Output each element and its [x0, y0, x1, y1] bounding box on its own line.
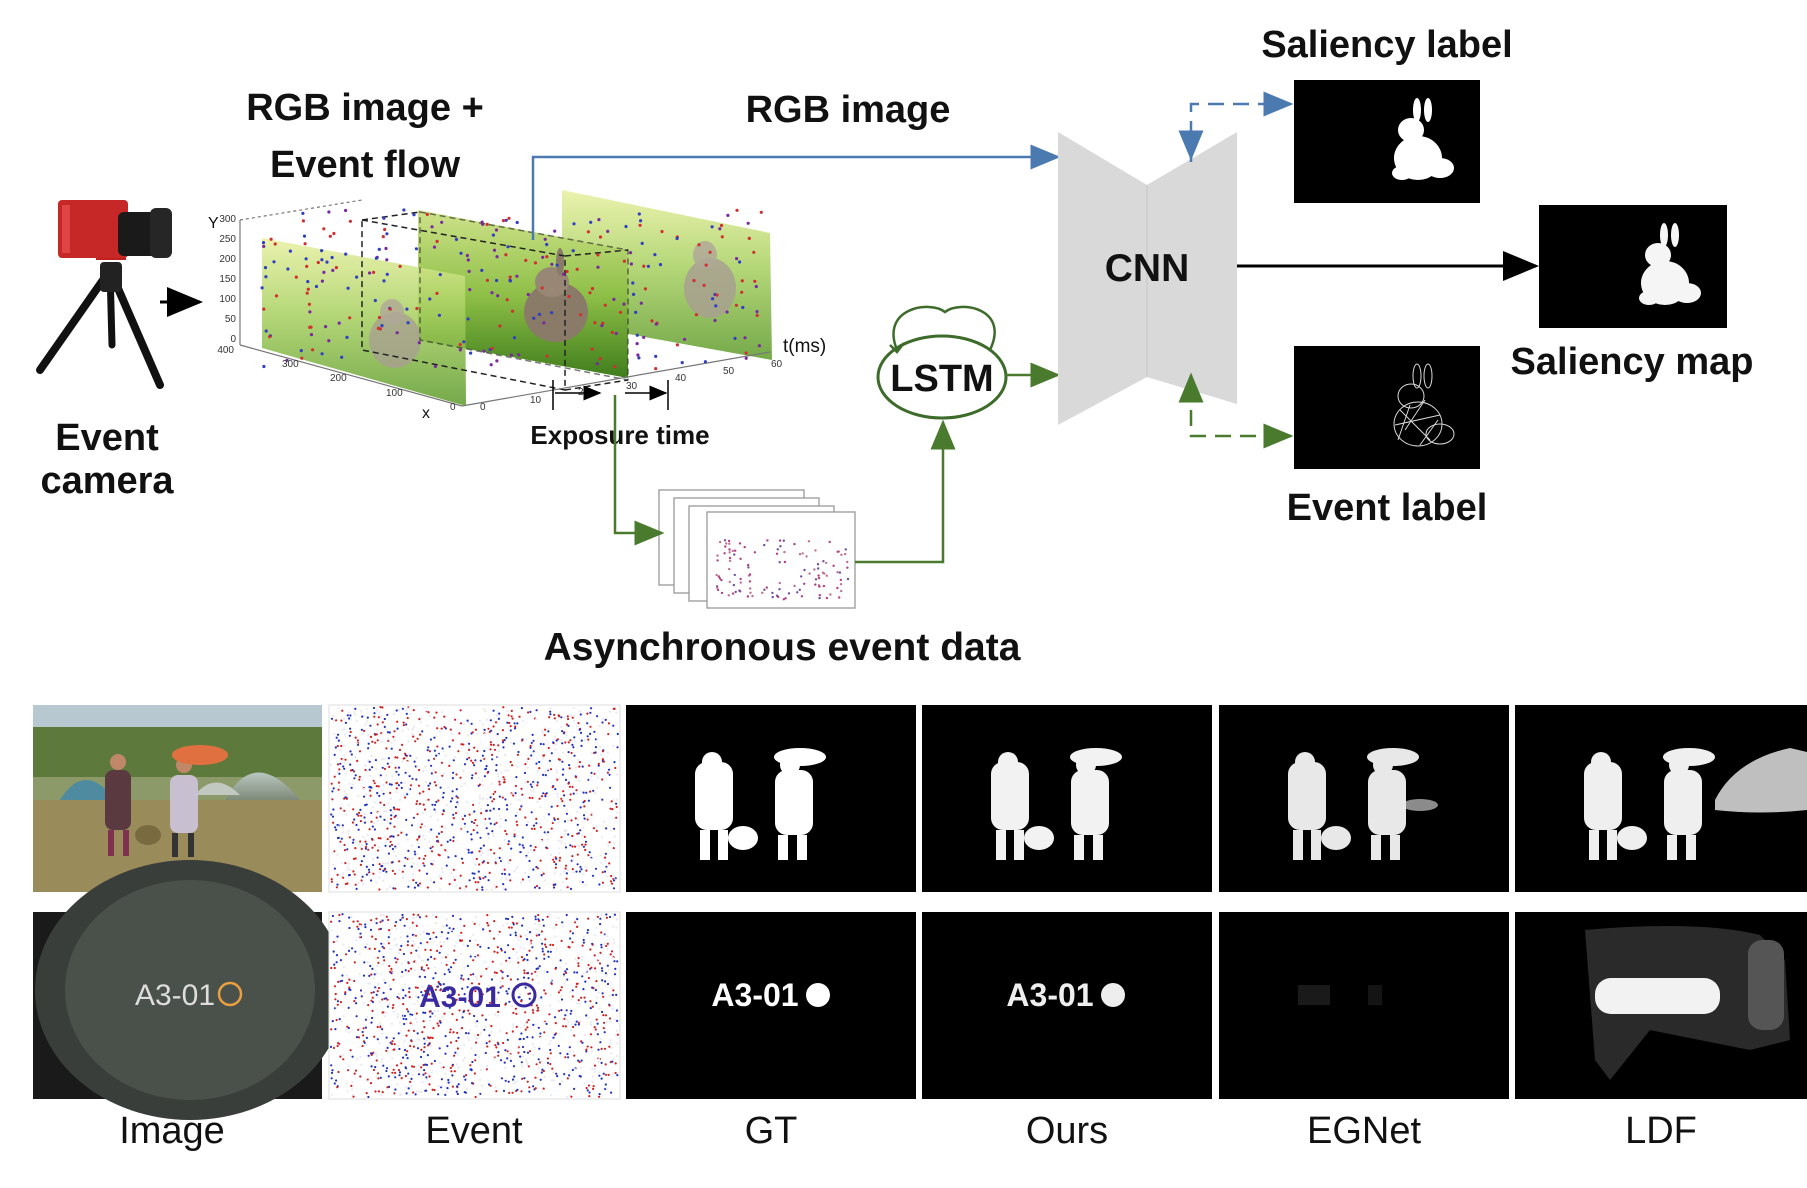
- column-label-gt: GT: [745, 1110, 798, 1152]
- t-tick: 60: [771, 359, 783, 370]
- cnn-label: CNN: [1105, 247, 1190, 290]
- event-dots: [260, 208, 763, 371]
- row2-image: A3-01: [33, 860, 345, 1120]
- rgb-image-label: RGB image: [746, 89, 951, 131]
- y-tick: 0: [230, 334, 236, 345]
- row1-egnet: [1219, 705, 1509, 892]
- column-label-ldf: LDF: [1625, 1110, 1697, 1152]
- event-camera-label-line2: camera: [40, 460, 174, 502]
- y-tick: 300: [219, 214, 236, 225]
- rgb-event-flow-label-line2: Event flow: [270, 144, 460, 186]
- y-tick: 150: [219, 274, 236, 285]
- y-tick: 50: [225, 314, 237, 325]
- y-ticks: 300 250 200 150 100 50 0 400: [217, 214, 236, 356]
- x-axis-label: x: [422, 405, 430, 422]
- event-label-image: [1294, 346, 1480, 469]
- row2-ours: A3-01: [922, 912, 1212, 1099]
- y-tick: 250: [219, 234, 236, 245]
- lstm-label: LSTM: [890, 358, 993, 400]
- t-tick: 50: [723, 366, 735, 377]
- row2-event: A3-01: [328, 911, 621, 1100]
- x-ticks: 300 200 100 0: [282, 359, 456, 413]
- async-event-label: Asynchronous event data: [544, 626, 1021, 669]
- y-axis-label: Y: [208, 215, 219, 232]
- frame-middle: [418, 210, 628, 378]
- column-label-ours: Ours: [1026, 1110, 1108, 1152]
- row1-ldf: [1515, 705, 1807, 892]
- rgb-image-arrow: [531, 144, 1061, 240]
- x-tick: 100: [386, 388, 403, 399]
- saliency-label-supervision-arrow: [1189, 91, 1294, 162]
- column-label-image: Image: [119, 1110, 225, 1152]
- row2-image-sign: A3-01: [135, 979, 215, 1012]
- event-camera-label-line1: Event: [55, 417, 159, 459]
- column-label-event: Event: [425, 1110, 523, 1152]
- column-label-egnet: EGNet: [1307, 1110, 1421, 1152]
- async-to-lstm-arrow: [855, 419, 956, 564]
- y-tick: 200: [219, 254, 236, 265]
- exposure-time-label: Exposure time: [530, 420, 709, 450]
- t-tick: 10: [530, 395, 542, 406]
- row2-event-sign: A3-01: [419, 981, 501, 1014]
- t-tick: 40: [675, 373, 687, 384]
- row2-egnet: [1219, 912, 1509, 1099]
- t-axis-label: t(ms): [783, 336, 826, 357]
- event-camera-icon: [36, 200, 172, 389]
- event-volume-plot: Y 300 250 200 150 100 50 0 400 300 200 1…: [208, 190, 826, 422]
- cnn-block: CNN: [1058, 132, 1237, 425]
- y-tick: 100: [219, 294, 236, 305]
- t-tick: 0: [480, 402, 486, 413]
- saliency-map-title: Saliency map: [1511, 341, 1754, 383]
- y-tick: 400: [217, 345, 234, 356]
- x-tick: 200: [330, 373, 347, 384]
- t-tick: 30: [626, 381, 638, 392]
- async-event-points: [715, 539, 850, 601]
- lstm-block: LSTM: [876, 305, 1008, 420]
- comparison-grid: A3-01 A3-01 A3-01 A3-01: [33, 704, 1807, 1152]
- row2-gt: A3-01: [626, 912, 916, 1099]
- x-tick: 300: [282, 359, 299, 370]
- row1-gt: [626, 705, 916, 892]
- row2-gt-sign: A3-01: [711, 977, 798, 1013]
- saliency-map-image: [1539, 205, 1727, 328]
- exposure-box: [361, 211, 629, 391]
- event-label-supervision-arrow: [1189, 385, 1294, 449]
- row1-event: [328, 704, 621, 893]
- row2-ours-sign: A3-01: [1006, 977, 1093, 1013]
- event-label-title: Event label: [1287, 487, 1488, 529]
- rgb-event-flow-label-line1: RGB image +: [246, 87, 484, 129]
- t-ticks: 0 10 20 30 40 50 60: [480, 359, 783, 413]
- row2-ldf: [1515, 912, 1807, 1099]
- async-event-stack: [658, 489, 856, 609]
- event-to-async-arrow: [613, 395, 665, 546]
- saliency-label-image: [1294, 80, 1480, 203]
- saliency-label-title: Saliency label: [1261, 24, 1512, 66]
- x-tick: 0: [450, 402, 456, 413]
- row1-ours: [922, 705, 1212, 892]
